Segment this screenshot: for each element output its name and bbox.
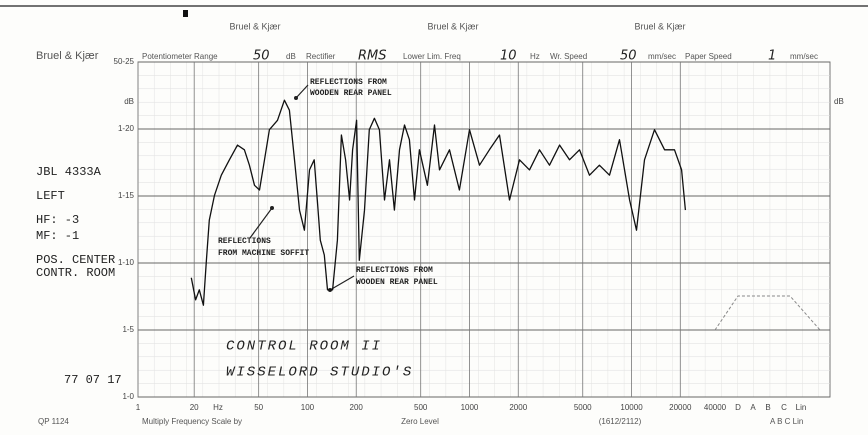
field-label: Lower Lim. Freq [403,52,461,61]
pen-marker [183,10,188,17]
field-value: 1 [768,49,776,64]
x-tick-label: 1000 [461,403,479,412]
field-value: RMS [358,49,387,64]
x-tick-label: 20000 [669,403,692,412]
field-label: Rectifier [306,52,336,61]
footer-text: A B C Lin [770,417,803,426]
y-unit: dB [124,97,134,106]
field-label: Paper Speed [685,52,732,61]
y-tick-label: 1-20 [118,124,135,133]
annotation: FROM MACHINE SOFFIT [218,249,309,258]
field-value: 10 [500,49,517,64]
handwritten-note: HF: -3 [36,213,79,227]
x-tick-label: 50 [254,403,263,412]
handwritten-note: POS. CENTER [36,253,115,267]
y-tick-label: 1-15 [118,191,135,200]
field-unit: mm/sec [648,52,676,61]
field-label: Potentiometer Range [142,52,218,61]
x-tick-label: 20 [190,403,199,412]
annotation: WOODEN REAR PANEL [310,89,392,98]
x-extra-label: B [765,403,770,412]
brand: Bruel & Kjær [229,21,280,31]
y-tick-label: 1-10 [118,258,135,267]
arrow-head [294,96,298,100]
x-extra-label: D [735,403,741,412]
field-label: Wr. Speed [550,52,587,61]
x-extra-label: C [781,403,787,412]
x-extra-label: Lin [796,403,807,412]
x-tick-label: 1 [136,403,141,412]
arrow-head [270,206,274,210]
handwritten-note: JBL 4333A [36,165,102,179]
footer-text: QP 1124 [38,417,69,426]
annotation: REFLECTIONS [218,237,271,246]
x-extra-label: A [750,403,756,412]
footer-text: Zero Level [401,417,439,426]
brand: Bruel & Kjær [634,21,685,31]
x-unit: Hz [213,403,223,412]
y-tick-label: 1-5 [122,325,134,334]
x-tick-label: 100 [301,403,315,412]
field-unit: dB [286,52,296,61]
annotation: WISSELORD STUDIO'S [226,365,413,381]
brand: Bruel & Kjær [427,21,478,31]
footer-text: Multiply Frequency Scale by [142,417,242,426]
annotation-arrow [249,207,273,239]
field-value: 50 [620,49,637,64]
response-trace [190,99,687,306]
field-value: 50 [253,49,270,64]
annotation: REFLECTIONS FROM [356,266,433,275]
weighting-sketch [714,295,821,331]
handwritten-note: 77 07 17 [64,373,122,387]
annotation-arrow [295,84,309,99]
annotation: WOODEN REAR PANEL [356,278,438,287]
annotation-arrow [329,275,355,291]
y-tick-label: 50-25 [114,57,135,66]
x-tick-label: 2000 [509,403,527,412]
y-unit-right: dB [834,97,844,106]
x-tick-label: 500 [414,403,428,412]
handwritten-note: CONTR. ROOM [36,266,115,280]
brand-left: Bruel & Kjær [36,50,99,62]
x-tick-label: 5000 [574,403,592,412]
x-tick-label: 10000 [620,403,643,412]
y-tick-label: 1-0 [122,392,134,401]
field-unit: Hz [530,52,540,61]
handwritten-note: MF: -1 [36,229,79,243]
annotation: REFLECTIONS FROM [310,78,387,87]
x-tick-label: 200 [350,403,364,412]
field-unit: mm/sec [790,52,818,61]
annotation: CONTROL ROOM II [226,339,382,355]
x-extra-label: 40000 [704,403,727,412]
footer-text: (1612/2112) [599,417,642,426]
handwritten-note: LEFT [36,189,65,203]
